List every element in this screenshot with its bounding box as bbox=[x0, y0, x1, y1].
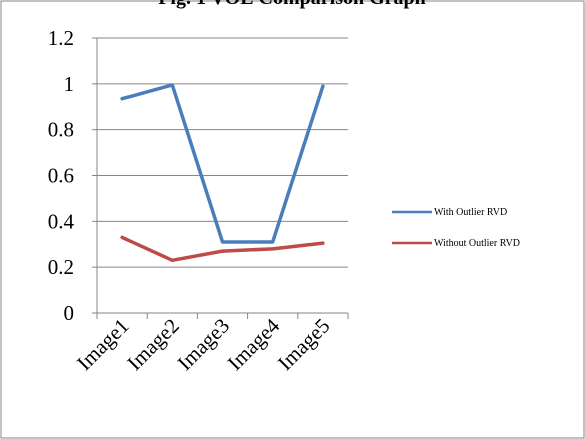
y-tick-label: 0 bbox=[64, 301, 75, 325]
y-tick-label: 1.2 bbox=[48, 26, 74, 50]
legend: With Outlier RVD Without Outlier RVD bbox=[392, 207, 520, 249]
y-tick-labels: 0 0.2 0.4 0.6 0.8 1 1.2 bbox=[48, 26, 75, 325]
series-lines bbox=[120, 83, 325, 263]
series-line-with-outlier bbox=[120, 83, 325, 244]
y-tick-label: 0.6 bbox=[48, 164, 74, 188]
grid-lines bbox=[92, 37, 348, 314]
axes bbox=[96, 38, 349, 319]
legend-label-without-outlier: Without Outlier RVD bbox=[434, 238, 520, 249]
chart-title: Fig. 1 VOE Comparison Graph bbox=[158, 0, 426, 9]
series-line-without-outlier bbox=[120, 235, 325, 263]
legend-label-with-outlier: With Outlier RVD bbox=[434, 207, 507, 218]
y-tick-label: 0.2 bbox=[48, 255, 74, 279]
y-tick-label: 0.4 bbox=[48, 209, 75, 233]
y-tick-label: 1 bbox=[64, 72, 75, 96]
y-tick-label: 0.8 bbox=[48, 118, 74, 142]
